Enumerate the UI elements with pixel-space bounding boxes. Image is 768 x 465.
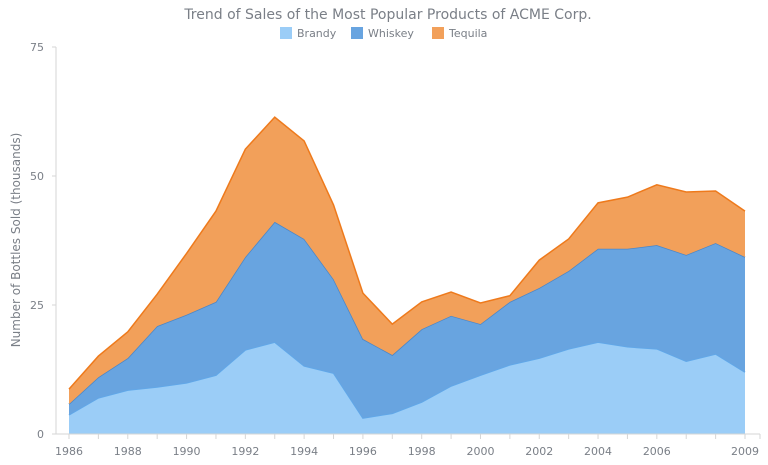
- x-tick-label: 1986: [55, 445, 83, 458]
- x-tick-label: 2000: [466, 445, 494, 458]
- x-tick-label: 1988: [114, 445, 142, 458]
- line-tequila: [68, 116, 746, 390]
- legend-label: Whiskey: [368, 27, 414, 40]
- x-tick-label: 2004: [584, 445, 612, 458]
- legend-swatch: [280, 27, 292, 39]
- x-tick-label: 1996: [349, 445, 377, 458]
- x-tick-label: 1992: [231, 445, 259, 458]
- plot-areas: [68, 116, 746, 434]
- x-tick-label: 1994: [290, 445, 318, 458]
- legend-item-whiskey[interactable]: Whiskey: [351, 27, 414, 40]
- x-tick-label: 1998: [408, 445, 436, 458]
- x-tick-label: 2006: [643, 445, 671, 458]
- y-tick-label: 25: [30, 299, 44, 312]
- y-tick-label: 0: [37, 428, 44, 441]
- y-tick-label: 75: [30, 41, 44, 54]
- axes: 0 25 50 75 1986 1988 1990 1992 1994 1996 1998 2000 2…: [30, 41, 761, 458]
- legend: Brandy Whiskey Tequila: [280, 27, 487, 40]
- legend-swatch: [351, 27, 363, 39]
- legend-item-tequila[interactable]: Tequila: [432, 27, 487, 40]
- y-tick-label: 50: [30, 170, 44, 183]
- x-tick-label: 2002: [525, 445, 553, 458]
- legend-label: Brandy: [297, 27, 337, 40]
- legend-item-brandy[interactable]: Brandy: [280, 27, 337, 40]
- area-tequila: [69, 117, 745, 405]
- x-tick-label: 1990: [173, 445, 201, 458]
- x-tick-label: 2009: [731, 445, 759, 458]
- y-axis-label: Number of Bottles Sold (thousands): [9, 133, 23, 348]
- area-brandy: [69, 342, 745, 434]
- legend-label: Tequila: [448, 27, 487, 40]
- legend-swatch: [432, 27, 444, 39]
- chart-title: Trend of Sales of the Most Popular Produ…: [183, 7, 591, 23]
- area-whiskey: [69, 221, 745, 419]
